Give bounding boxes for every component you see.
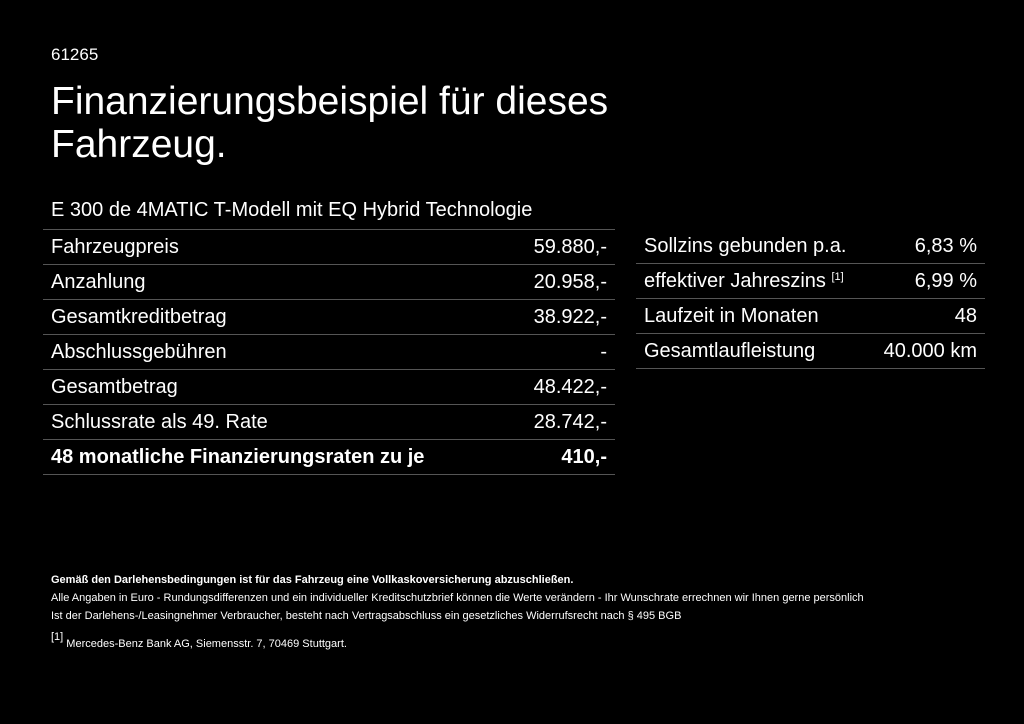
table-row: Sollzins gebunden p.a. 6,83 % (636, 229, 985, 264)
row-label: Anzahlung (43, 264, 509, 300)
footnote-text: Mercedes-Benz Bank AG, Siemensstr. 7, 70… (66, 638, 347, 650)
row-label-text: effektiver Jahreszins (644, 269, 826, 292)
footnote-ref: [1] (831, 270, 844, 283)
table-row: Gesamtbetrag 48.422,- (43, 369, 615, 405)
row-value: 6,83 % (868, 229, 985, 264)
row-label: Laufzeit in Monaten (636, 298, 869, 334)
note-line: Ist der Darlehens-/Leasingnehmer Verbrau… (51, 610, 682, 622)
row-value: 28.742,- (508, 404, 615, 440)
page-title: Finanzierungsbeispiel für dieses Fahrzeu… (51, 80, 609, 166)
table-row: Abschlussgebühren - (43, 334, 615, 370)
legal-notes: Gemäß den Darlehensbedingungen ist für d… (51, 571, 864, 653)
table-row: Fahrzeugpreis 59.880,- (43, 229, 615, 265)
table-row: Gesamtkreditbetrag 38.922,- (43, 299, 615, 335)
note-line: Alle Angaben in Euro - Rundungsdifferenz… (51, 592, 864, 604)
row-value: 48 (868, 298, 985, 334)
row-value: 59.880,- (508, 229, 615, 265)
row-label: Abschlussgebühren (43, 334, 509, 370)
table-row: Schlussrate als 49. Rate 28.742,- (43, 404, 615, 440)
table-row: effektiver Jahreszins [1] 6,99 % (636, 263, 985, 299)
row-label: Fahrzeugpreis (43, 229, 509, 265)
row-value: 6,99 % (868, 263, 985, 299)
row-label: Gesamtkreditbetrag (43, 299, 509, 335)
interest-table: Sollzins gebunden p.a. 6,83 % effektiver … (636, 229, 985, 369)
row-value: 20.958,- (508, 264, 615, 300)
row-label: Gesamtlaufleistung (636, 333, 869, 369)
financing-table: Fahrzeugpreis 59.880,- Anzahlung 20.958,- … (43, 229, 615, 475)
row-value: - (508, 334, 615, 370)
footnote-mark: [1] (51, 631, 64, 643)
table-row: Gesamtlaufleistung 40.000 km (636, 333, 985, 369)
row-value: 48.422,- (508, 369, 615, 405)
row-label: Sollzins gebunden p.a. (636, 229, 869, 264)
vehicle-code: 61265 (51, 45, 99, 64)
row-label: effektiver Jahreszins [1] (636, 263, 869, 299)
monthly-rate-row: 48 monatliche Finanzierungsraten zu je 41… (43, 439, 615, 475)
table-row: Laufzeit in Monaten 48 (636, 298, 985, 334)
row-label: 48 monatliche Finanzierungsraten zu je (43, 439, 509, 475)
row-label: Schlussrate als 49. Rate (43, 404, 509, 440)
insurance-note: Gemäß den Darlehensbedingungen ist für d… (51, 574, 574, 586)
row-label: Gesamtbetrag (43, 369, 509, 405)
table-row: Anzahlung 20.958,- (43, 264, 615, 300)
row-value: 410,- (508, 439, 615, 475)
row-value: 38.922,- (508, 299, 615, 335)
model-name: E 300 de 4MATIC T-Modell mit EQ Hybrid T… (51, 199, 533, 221)
footnote: [1] Mercedes-Benz Bank AG, Siemensstr. 7… (51, 628, 864, 653)
row-value: 40.000 km (868, 333, 985, 369)
